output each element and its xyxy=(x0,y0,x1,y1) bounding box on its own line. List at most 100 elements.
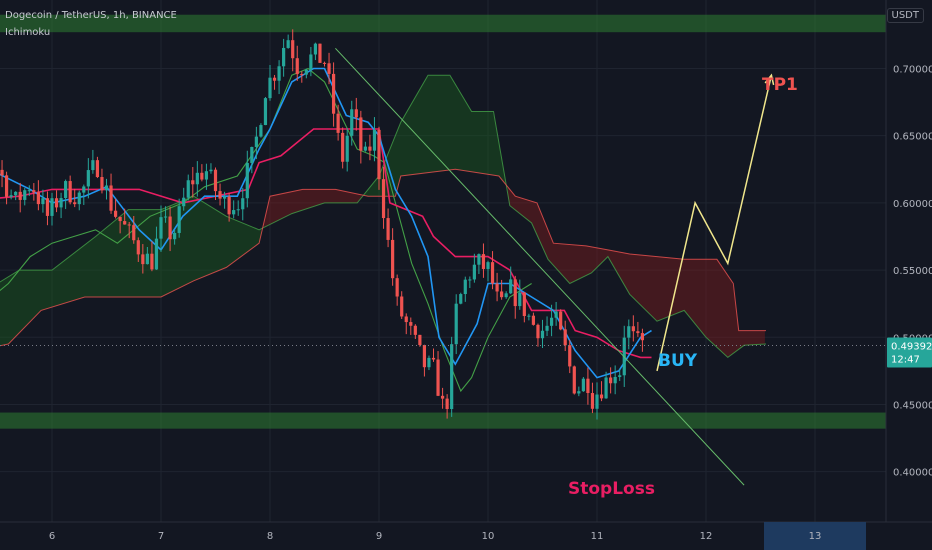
candle[interactable] xyxy=(504,293,508,298)
candle[interactable] xyxy=(631,326,635,332)
candle[interactable] xyxy=(145,253,149,265)
candle[interactable] xyxy=(272,77,277,81)
candle[interactable] xyxy=(486,262,490,269)
candle[interactable] xyxy=(404,316,408,323)
candle[interactable] xyxy=(500,291,504,298)
candle[interactable] xyxy=(318,43,322,63)
candle[interactable] xyxy=(640,333,645,341)
candle[interactable] xyxy=(195,172,199,185)
candle[interactable] xyxy=(559,311,563,330)
candle[interactable] xyxy=(263,98,268,126)
candle[interactable] xyxy=(431,357,436,360)
candle[interactable] xyxy=(422,345,427,368)
candle[interactable] xyxy=(222,196,227,199)
candle[interactable] xyxy=(359,117,363,151)
candle[interactable] xyxy=(613,376,617,384)
candle[interactable] xyxy=(23,190,27,200)
candle[interactable] xyxy=(581,378,585,392)
candle[interactable] xyxy=(245,162,249,199)
candle[interactable] xyxy=(268,77,272,99)
candle[interactable] xyxy=(377,129,381,180)
candle[interactable] xyxy=(368,146,372,151)
candle[interactable] xyxy=(395,278,399,297)
candle[interactable] xyxy=(536,324,540,339)
candle[interactable] xyxy=(73,202,77,205)
candle[interactable] xyxy=(254,136,258,147)
candle[interactable] xyxy=(64,181,68,199)
candle[interactable] xyxy=(86,170,90,187)
candle[interactable] xyxy=(77,192,81,205)
candle[interactable] xyxy=(331,73,336,114)
candle[interactable] xyxy=(577,391,581,394)
candle[interactable] xyxy=(277,66,281,81)
candle[interactable] xyxy=(363,146,367,151)
candle[interactable] xyxy=(531,315,536,325)
target-path[interactable] xyxy=(656,75,773,372)
candle[interactable] xyxy=(490,262,495,284)
candle[interactable] xyxy=(327,63,331,74)
candle[interactable] xyxy=(132,225,136,241)
candle[interactable] xyxy=(282,47,286,67)
candle[interactable] xyxy=(418,334,422,346)
candle[interactable] xyxy=(14,191,18,196)
candle[interactable] xyxy=(427,357,431,368)
candle[interactable] xyxy=(295,58,299,75)
candle[interactable] xyxy=(150,253,154,270)
candle[interactable] xyxy=(213,169,218,192)
currency-unit-button[interactable]: USDT xyxy=(886,8,924,23)
candle[interactable] xyxy=(9,195,13,197)
candle[interactable] xyxy=(218,191,222,199)
candle[interactable] xyxy=(91,160,95,171)
trendline[interactable] xyxy=(335,47,745,486)
candle[interactable] xyxy=(154,238,159,270)
candle[interactable] xyxy=(241,198,245,210)
candle[interactable] xyxy=(599,394,604,399)
candle[interactable] xyxy=(391,239,395,279)
candle[interactable] xyxy=(409,322,413,326)
candle[interactable] xyxy=(413,325,417,335)
candle[interactable] xyxy=(563,329,567,346)
candle[interactable] xyxy=(468,279,472,281)
candle[interactable] xyxy=(177,206,181,233)
candle[interactable] xyxy=(50,198,54,216)
candle[interactable] xyxy=(59,198,63,208)
candle[interactable] xyxy=(200,172,204,180)
candle[interactable] xyxy=(381,179,386,219)
candle[interactable] xyxy=(322,62,327,64)
candle[interactable] xyxy=(572,366,576,394)
candle[interactable] xyxy=(618,375,622,377)
candle[interactable] xyxy=(627,326,631,338)
candle[interactable] xyxy=(495,283,499,292)
candle[interactable] xyxy=(36,192,40,205)
candle[interactable] xyxy=(173,232,177,240)
candle[interactable] xyxy=(95,160,100,178)
candle[interactable] xyxy=(82,186,86,193)
candle[interactable] xyxy=(127,224,131,226)
candle[interactable] xyxy=(341,132,345,162)
candle[interactable] xyxy=(459,294,463,304)
candle[interactable] xyxy=(604,377,608,399)
candle[interactable] xyxy=(554,311,558,318)
candle[interactable] xyxy=(232,210,236,215)
candle[interactable] xyxy=(159,217,163,239)
candle[interactable] xyxy=(590,393,595,409)
candle[interactable] xyxy=(291,40,295,59)
candle[interactable] xyxy=(568,345,572,367)
candle[interactable] xyxy=(609,377,613,384)
candle[interactable] xyxy=(522,292,526,317)
candle[interactable] xyxy=(141,254,145,265)
candle[interactable] xyxy=(545,325,549,331)
candle[interactable] xyxy=(472,264,476,280)
candle[interactable] xyxy=(481,254,486,269)
candle[interactable] xyxy=(345,135,349,162)
candle[interactable] xyxy=(163,216,168,218)
candle[interactable] xyxy=(100,177,104,191)
candle[interactable] xyxy=(54,198,59,208)
candle[interactable] xyxy=(454,303,458,345)
candle[interactable] xyxy=(113,210,118,217)
candle[interactable] xyxy=(286,40,290,48)
candle[interactable] xyxy=(372,129,377,151)
candle[interactable] xyxy=(336,113,340,133)
candle[interactable] xyxy=(436,359,440,396)
candle[interactable] xyxy=(204,171,209,180)
